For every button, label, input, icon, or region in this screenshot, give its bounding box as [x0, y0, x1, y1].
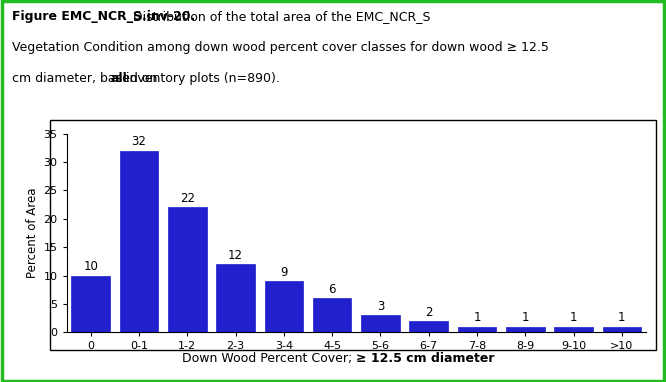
Bar	[120, 151, 159, 332]
Bar	[168, 207, 206, 332]
Text: cm diameter, based on: cm diameter, based on	[12, 72, 161, 85]
Bar	[264, 281, 303, 332]
Bar	[603, 327, 641, 332]
Bar	[506, 327, 545, 332]
Bar	[216, 264, 255, 332]
Bar	[458, 327, 496, 332]
Text: ≥ 12.5 cm diameter: ≥ 12.5 cm diameter	[356, 352, 495, 365]
Text: 1: 1	[474, 311, 481, 324]
Text: 1: 1	[570, 311, 577, 324]
Text: Distribution of the total area of the EMC_NCR_S: Distribution of the total area of the EM…	[129, 10, 430, 23]
Text: 10: 10	[83, 260, 98, 273]
Bar	[361, 315, 400, 332]
Text: Down Wood Percent Cover;: Down Wood Percent Cover;	[182, 352, 356, 365]
Text: 3: 3	[377, 300, 384, 313]
Text: inventory plots (n=890).: inventory plots (n=890).	[122, 72, 280, 85]
Text: 1: 1	[521, 311, 529, 324]
Text: 9: 9	[280, 266, 288, 279]
Bar	[410, 321, 448, 332]
Text: 2: 2	[425, 306, 432, 319]
Bar	[554, 327, 593, 332]
Text: 22: 22	[180, 192, 195, 205]
Text: 1: 1	[618, 311, 625, 324]
Bar	[313, 298, 352, 332]
Y-axis label: Percent of Area: Percent of Area	[26, 188, 39, 278]
Text: 32: 32	[132, 136, 147, 149]
Text: 12: 12	[228, 249, 243, 262]
Text: Figure EMC_NCR_S.inv-20.: Figure EMC_NCR_S.inv-20.	[12, 10, 195, 23]
Text: Vegetation Condition among down wood percent cover classes for down wood ≥ 12.5: Vegetation Condition among down wood per…	[12, 41, 549, 54]
Bar	[71, 275, 110, 332]
Text: 6: 6	[328, 283, 336, 296]
Text: all: all	[111, 72, 127, 85]
